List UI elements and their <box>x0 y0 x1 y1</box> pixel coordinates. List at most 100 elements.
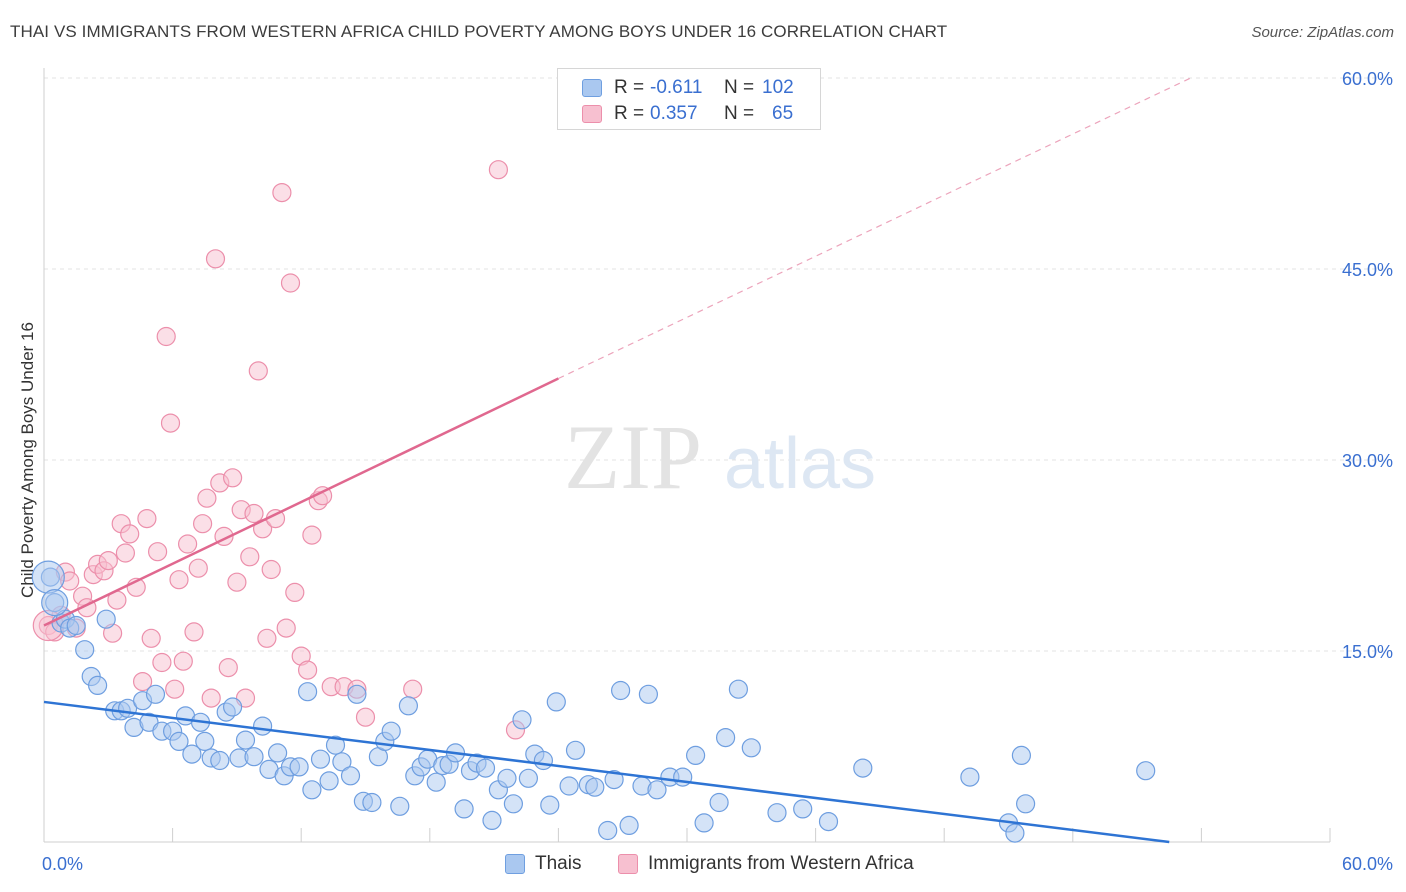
legend-swatch-western-africa <box>582 105 602 123</box>
data-point <box>518 768 539 788</box>
data-point-cluster <box>31 560 65 594</box>
data-point <box>403 679 423 699</box>
legend-r-label: R = <box>614 103 645 124</box>
x-tick-label: 60.0% <box>1342 854 1393 874</box>
y-tick-label: 45.0% <box>1342 260 1393 280</box>
data-point <box>362 792 382 813</box>
data-point <box>767 803 787 823</box>
data-point <box>165 679 185 699</box>
data-point <box>197 488 217 508</box>
data-point <box>188 558 208 578</box>
legend-r-value: -0.611 <box>650 77 703 98</box>
legend-n-value: 65 <box>772 103 794 124</box>
series-western-africa-points <box>32 160 526 740</box>
data-point <box>257 628 277 648</box>
data-point <box>133 671 153 692</box>
data-point <box>488 160 508 180</box>
data-point <box>853 758 873 778</box>
data-point <box>268 743 288 763</box>
data-point <box>244 747 264 767</box>
data-point <box>148 542 168 562</box>
legend-r-label: R = <box>614 77 645 98</box>
data-point <box>169 731 189 752</box>
bottom-legend-label: Thais <box>535 853 582 874</box>
correlation-legend: R = -0.611 N = 102 R = 0.357 N = 65 <box>557 68 821 130</box>
data-point <box>325 735 346 755</box>
data-point <box>497 768 517 788</box>
tick-labels: 15.0% 30.0% 45.0% 60.0% 0.0% 60.0% <box>42 69 1393 874</box>
data-point <box>694 813 714 833</box>
data-point <box>152 652 172 673</box>
bottom-legend-swatch-western-africa <box>618 854 638 874</box>
watermark: ZIP atlas <box>564 406 876 508</box>
data-point <box>98 550 118 571</box>
data-point <box>223 468 243 488</box>
data-point <box>235 730 256 750</box>
data-point <box>272 183 292 203</box>
data-point <box>793 799 813 819</box>
data-point <box>178 534 198 554</box>
data-point <box>87 675 108 696</box>
data-point <box>75 640 95 660</box>
data-point <box>559 776 579 796</box>
chart-title: THAI VS IMMIGRANTS FROM WESTERN AFRICA C… <box>10 22 948 41</box>
data-point <box>1136 761 1156 781</box>
data-point <box>156 326 176 347</box>
data-point <box>818 811 839 832</box>
data-point <box>340 766 361 786</box>
data-point <box>201 688 221 708</box>
data-point <box>1005 823 1025 843</box>
data-point <box>604 769 624 790</box>
trend-line-thais <box>43 700 1170 844</box>
trend-lines <box>43 77 1191 844</box>
data-point <box>253 716 273 736</box>
data-point <box>141 628 161 648</box>
data-point <box>715 727 736 748</box>
data-point <box>1011 745 1032 766</box>
data-point <box>160 413 181 433</box>
bottom-legend-swatch-thais <box>505 854 525 874</box>
data-point <box>193 514 213 534</box>
data-point <box>598 820 618 841</box>
data-point <box>66 615 86 636</box>
data-point <box>565 740 586 760</box>
data-point <box>302 780 322 800</box>
data-point <box>195 731 215 752</box>
legend-n-value: 102 <box>762 77 794 98</box>
data-point <box>240 547 260 567</box>
data-point <box>210 750 230 771</box>
x-tick-label: 0.0% <box>42 854 83 874</box>
data-point <box>298 660 318 680</box>
data-point <box>741 738 761 758</box>
data-point <box>276 618 296 638</box>
data-point <box>512 710 532 730</box>
data-point <box>244 503 264 524</box>
data-point <box>223 697 243 717</box>
data-point <box>289 757 309 777</box>
watermark-zip: ZIP <box>564 406 702 508</box>
data-point <box>145 684 166 704</box>
data-point <box>182 744 202 764</box>
y-tick-label: 60.0% <box>1342 69 1393 89</box>
legend-row-thais: R = -0.611 N = 102 <box>558 75 822 101</box>
y-tick-label: 30.0% <box>1342 451 1393 471</box>
data-point-cluster <box>41 589 69 617</box>
data-point <box>482 810 502 831</box>
data-point <box>310 749 331 769</box>
data-point <box>709 792 729 813</box>
data-point <box>347 684 367 704</box>
data-point <box>585 777 605 797</box>
legend-n-label: N = <box>724 103 755 124</box>
data-point <box>540 795 560 815</box>
source-label: Source: ZipAtlas.com <box>1251 24 1394 41</box>
data-point <box>169 570 189 590</box>
data-point <box>619 815 639 836</box>
data-point <box>610 680 631 701</box>
data-point <box>390 796 410 816</box>
data-point <box>218 657 238 678</box>
data-point <box>398 696 418 716</box>
series-thais-points <box>31 560 1156 843</box>
data-point <box>319 771 339 791</box>
legend-row-western-africa: R = 0.357 N = 65 <box>558 101 822 127</box>
